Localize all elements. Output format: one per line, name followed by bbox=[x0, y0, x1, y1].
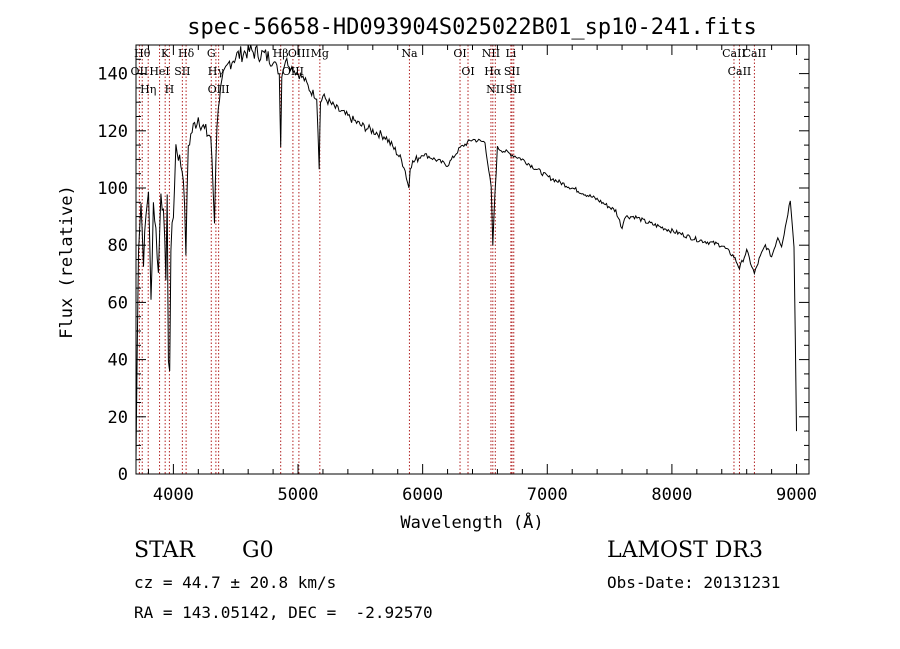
line-label: HeI bbox=[149, 65, 169, 78]
y-tick-label: 120 bbox=[97, 122, 128, 142]
line-label: Hθ bbox=[134, 47, 151, 60]
line-label: CaII bbox=[722, 47, 746, 60]
x-tick-label: 5000 bbox=[278, 485, 319, 505]
chart-title: spec-56658-HD093904S025022B01_sp10-241.f… bbox=[187, 15, 757, 40]
line-label: H bbox=[165, 83, 175, 96]
line-label: Li bbox=[505, 47, 516, 60]
line-label: OI bbox=[453, 47, 466, 60]
axis-ticks bbox=[136, 44, 809, 475]
x-axis-label: Wavelength (Å) bbox=[400, 511, 543, 533]
line-label: Hη bbox=[140, 83, 156, 96]
y-tick-label: 40 bbox=[108, 351, 128, 371]
y-tick-label: 60 bbox=[108, 293, 128, 313]
redshift-velocity: cz = 44.7 ± 20.8 km/s bbox=[134, 573, 337, 592]
line-label: Hα bbox=[484, 65, 502, 78]
x-tick-label: 4000 bbox=[153, 485, 194, 505]
x-tick-label: 8000 bbox=[651, 485, 692, 505]
y-tick-label: 20 bbox=[108, 408, 128, 428]
x-tick-label: 7000 bbox=[527, 485, 568, 505]
line-label: G bbox=[207, 47, 216, 60]
line-markers bbox=[138, 45, 755, 474]
y-tick-label: 0 bbox=[118, 465, 128, 485]
y-axis-label: Flux (relative) bbox=[57, 185, 77, 339]
line-label: SII bbox=[174, 65, 190, 78]
line-label: OIII bbox=[288, 47, 310, 60]
y-tick-label: 80 bbox=[108, 236, 128, 256]
obs-date: Obs-Date: 20131231 bbox=[607, 573, 781, 592]
y-tick-label: 100 bbox=[97, 179, 128, 199]
line-label: CaII bbox=[743, 47, 767, 60]
line-label: Hγ bbox=[208, 65, 225, 78]
survey-name: LAMOST DR3 bbox=[607, 538, 763, 563]
axis-tick-labels: 4000 5000 6000 7000 8000 9000 0 20 40 60 80 100 120 1… bbox=[97, 65, 817, 505]
line-label: SII bbox=[506, 83, 522, 96]
line-label: Hβ bbox=[273, 47, 289, 60]
line-label: Mg bbox=[311, 47, 329, 60]
line-label: Hδ bbox=[178, 47, 195, 60]
object-class: STAR bbox=[134, 538, 195, 563]
line-label: OIII bbox=[208, 83, 230, 96]
spectrum-line bbox=[135, 44, 797, 460]
line-label: K bbox=[161, 47, 170, 60]
line-label: NII bbox=[486, 83, 504, 96]
line-label: SII bbox=[504, 65, 520, 78]
coordinates: RA = 143.05142, DEC = -2.92570 bbox=[134, 603, 433, 622]
line-label: OII bbox=[131, 65, 149, 78]
line-label: OI bbox=[461, 65, 474, 78]
x-tick-label: 9000 bbox=[776, 485, 817, 505]
line-label: Na bbox=[401, 47, 418, 60]
line-label: NII bbox=[482, 47, 500, 60]
y-tick-label: 140 bbox=[97, 65, 128, 85]
plot-frame bbox=[135, 44, 810, 475]
line-label: CaII bbox=[728, 65, 752, 78]
subclass: G0 bbox=[242, 538, 274, 563]
x-tick-label: 6000 bbox=[402, 485, 443, 505]
